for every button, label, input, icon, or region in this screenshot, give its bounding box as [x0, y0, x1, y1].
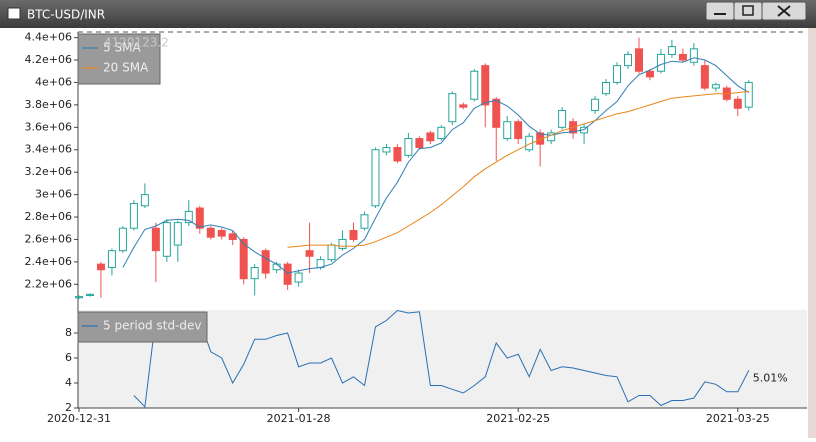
candle-body	[393, 146, 402, 162]
candle-body	[470, 70, 479, 100]
y-tick-label: 2.4e+06	[25, 255, 72, 268]
y-tick-label: 8	[65, 326, 72, 339]
std-dev-line	[133, 309, 750, 408]
desktop-edge	[808, 28, 816, 438]
candle-body	[448, 93, 457, 123]
candle-body	[305, 250, 314, 257]
candle-body	[162, 222, 171, 257]
candle-body	[613, 65, 622, 83]
candle-body	[404, 138, 413, 156]
x-tick-label: 2020-12-31	[47, 412, 111, 425]
candle-body	[195, 207, 204, 229]
sma-line	[122, 57, 750, 274]
candle-body	[239, 238, 248, 280]
y-tick-label: 2	[65, 401, 72, 414]
candle-body	[294, 272, 303, 283]
legend-label: 5 SMA	[103, 41, 141, 55]
candle-body	[75, 296, 83, 299]
y-tick-label: 2.2e+06	[25, 277, 72, 290]
legend-box	[77, 33, 161, 85]
y-tick-label: 3.2e+06	[25, 165, 72, 178]
candle-body	[140, 194, 149, 207]
maximize-icon	[742, 5, 754, 16]
candle-body	[624, 53, 632, 67]
candle-body	[107, 250, 116, 268]
candle-body	[733, 98, 742, 109]
y-tick-label: 2.8e+06	[25, 210, 72, 223]
candle-body	[85, 293, 94, 297]
x-tick-label: 2021-03-25	[706, 412, 770, 425]
minimize-button[interactable]	[705, 1, 735, 21]
y-tick-label: 4	[65, 376, 72, 389]
candle-body	[481, 65, 490, 106]
candle-body	[327, 244, 336, 261]
candle-body	[261, 250, 270, 274]
y-tick-label: 3.4e+06	[25, 143, 72, 156]
candle-body	[349, 229, 358, 240]
x-tick-label: 2021-02-25	[486, 412, 550, 425]
candle-body	[689, 48, 698, 63]
candle-body	[272, 263, 281, 271]
y-tick-label: 4.4e+06	[25, 31, 72, 44]
candle-body	[338, 238, 347, 249]
candle-body	[514, 121, 523, 140]
candle-body	[250, 266, 259, 280]
candle-body	[217, 229, 226, 237]
candle-body	[151, 227, 160, 252]
legend-label: 20 SMA	[103, 61, 149, 75]
y-tick-label: 2.6e+06	[25, 232, 72, 245]
candle-body	[228, 233, 237, 240]
candle-body	[503, 121, 512, 140]
x-tick-label: 2021-01-28	[267, 412, 331, 425]
candle-body	[492, 98, 501, 128]
candle-body	[173, 222, 182, 246]
legend-box	[77, 311, 208, 343]
candle-body	[656, 53, 665, 72]
value-readout: 4120123.2	[104, 36, 169, 50]
maximize-button[interactable]	[733, 1, 763, 21]
candle-body	[206, 227, 215, 238]
y-tick-label: 3e+06	[35, 188, 72, 201]
y-tick-label: 6	[65, 351, 72, 364]
y-tick-label: 4e+06	[35, 75, 72, 88]
candle-body	[96, 263, 105, 271]
sma-line	[287, 90, 749, 248]
candle-body	[700, 65, 709, 89]
candle-body	[360, 214, 369, 229]
candle-body	[744, 81, 753, 108]
candle-body	[558, 109, 567, 128]
y-tick-label: 3.8e+06	[25, 98, 72, 111]
y-tick-label: 3.6e+06	[25, 120, 72, 133]
candle-body	[602, 81, 611, 95]
candle-body	[371, 149, 380, 207]
window-title: BTC-USD/INR	[27, 8, 105, 22]
candle-body	[678, 53, 687, 61]
candle-body	[437, 126, 446, 140]
app-icon	[7, 7, 21, 20]
candle-body	[129, 203, 138, 229]
legend-label: 5 period std-dev	[103, 319, 202, 333]
candle-body	[667, 46, 676, 55]
y-tick-label: 4.2e+06	[25, 53, 72, 66]
candle-body	[634, 48, 643, 72]
close-icon	[777, 5, 791, 17]
candle-body	[591, 98, 600, 111]
candle-body	[645, 70, 654, 78]
candle-body	[711, 84, 720, 89]
candle-body	[459, 104, 468, 108]
candle-body	[118, 227, 127, 252]
candle-body	[426, 132, 435, 142]
candle-body	[415, 138, 424, 148]
candle-body	[184, 210, 193, 224]
title-bar	[0, 0, 816, 28]
last-value-label: 5.01%	[753, 371, 788, 384]
candle-body	[283, 263, 292, 285]
candle-body	[382, 146, 391, 153]
